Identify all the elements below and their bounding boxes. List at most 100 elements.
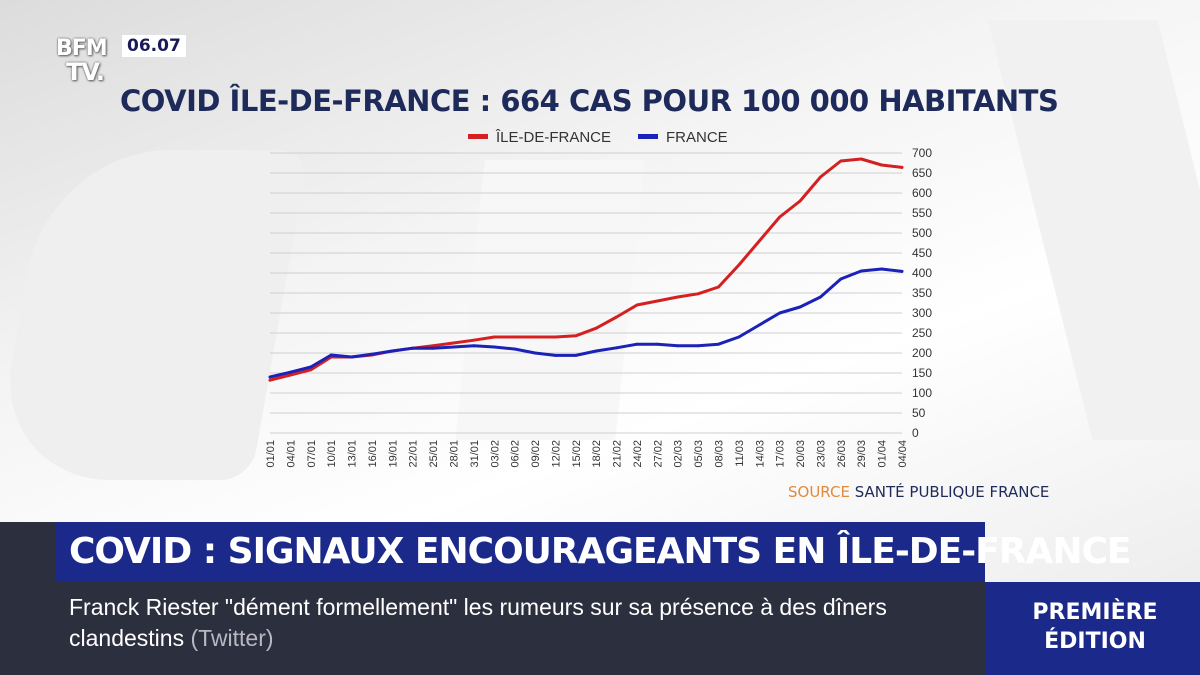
- data-point: [574, 334, 578, 338]
- data-point: [513, 335, 517, 339]
- data-point: [635, 342, 639, 346]
- data-point: [431, 344, 435, 348]
- chart-lines: [268, 157, 904, 382]
- chart-title: COVID ÎLE-DE-FRANCE : 664 CAS POUR 100 0…: [120, 84, 1059, 118]
- clock: 06.07: [122, 35, 186, 57]
- x-tick-label: 14/03: [754, 440, 766, 468]
- y-tick-label: 0: [912, 426, 919, 440]
- data-point: [839, 159, 843, 163]
- data-point: [798, 199, 802, 203]
- y-tick-label: 700: [912, 146, 932, 160]
- x-tick-label: 22/01: [408, 440, 420, 468]
- data-point: [594, 349, 598, 353]
- source-label: SOURCE: [788, 483, 850, 501]
- x-tick-label: 27/02: [652, 440, 664, 468]
- data-point: [655, 299, 659, 303]
- data-point: [737, 335, 741, 339]
- data-point: [676, 295, 680, 299]
- y-tick-label: 600: [912, 186, 932, 200]
- y-axis-ticks: 0 50 100 150 200 250 300 350 400 450 500 550 600 650 7…: [912, 146, 932, 440]
- data-point: [594, 326, 598, 330]
- x-tick-label: 19/01: [387, 440, 399, 468]
- x-tick-label: 06/02: [510, 440, 522, 468]
- data-point: [431, 346, 435, 350]
- logo-line2: TV.: [66, 58, 105, 86]
- y-tick-label: 250: [912, 326, 932, 340]
- data-point: [717, 285, 720, 289]
- data-point: [472, 344, 476, 348]
- x-tick-label: 01/04: [877, 440, 889, 468]
- data-point: [737, 263, 741, 267]
- x-tick-label: 10/01: [326, 440, 338, 468]
- x-tick-label: 05/03: [693, 440, 705, 468]
- legend-label: FRANCE: [666, 129, 728, 146]
- y-tick-label: 300: [912, 306, 932, 320]
- data-point: [839, 277, 843, 281]
- x-tick-label: 13/01: [347, 440, 359, 468]
- ticker-text: Franck Riester "dément formellement" les…: [69, 594, 887, 651]
- data-point: [778, 311, 782, 315]
- edition-line2: ÉDITION: [1044, 629, 1146, 654]
- x-tick-label: 26/03: [836, 440, 848, 468]
- x-tick-label: 12/02: [550, 440, 562, 468]
- channel-logo: BFM TV.: [56, 36, 120, 88]
- y-tick-label: 550: [912, 206, 932, 220]
- x-tick-label: 09/02: [530, 440, 542, 468]
- data-point: [452, 341, 455, 345]
- x-tick-label: 24/02: [632, 440, 644, 468]
- news-ticker: Franck Riester "dément formellement" les…: [55, 582, 985, 675]
- data-point: [350, 355, 353, 359]
- x-axis-ticks: 01/01 04/01 07/01 10/01 13/01 16/01 19/01 22/01…: [265, 440, 909, 468]
- data-point: [411, 346, 415, 350]
- legend-label: ÎLE-DE-FRANCE: [495, 129, 611, 146]
- x-tick-label: 17/03: [775, 440, 787, 468]
- x-tick-label: 01/01: [265, 440, 277, 468]
- data-point: [655, 342, 659, 346]
- data-point: [615, 315, 618, 319]
- data-point: [757, 239, 761, 243]
- data-point: [859, 269, 863, 273]
- y-tick-label: 100: [912, 386, 932, 400]
- y-tick-label: 50: [912, 406, 926, 420]
- x-tick-label: 20/03: [795, 440, 807, 468]
- legend-swatch: [638, 134, 658, 139]
- data-point: [472, 338, 476, 342]
- data-point: [819, 175, 822, 179]
- data-point: [492, 335, 496, 339]
- data-point: [859, 157, 863, 161]
- x-tick-label: 16/01: [367, 440, 379, 468]
- data-point: [309, 368, 313, 372]
- source-name: SANTÉ PUBLIQUE FRANCE: [854, 483, 1050, 501]
- data-point: [676, 344, 680, 348]
- data-point: [696, 344, 700, 348]
- data-point: [880, 163, 884, 167]
- ticker-left-strip: [0, 522, 55, 675]
- x-tick-label: 23/03: [815, 440, 827, 468]
- x-tick-label: 02/03: [673, 440, 685, 468]
- data-point: [554, 354, 557, 357]
- data-point: [554, 335, 557, 339]
- y-tick-label: 650: [912, 166, 932, 180]
- headline-banner: COVID : SIGNAUX ENCOURAGEANTS EN ÎLE-DE-…: [55, 522, 1132, 582]
- data-point: [533, 351, 537, 355]
- x-tick-label: 21/02: [612, 440, 624, 468]
- series-line-ile-de-france: [268, 157, 904, 382]
- line-chart: 0 50 100 150 200 250 300 350 400 450 500 550 600 650 7…: [265, 129, 932, 468]
- data-point: [574, 354, 578, 357]
- data-point: [778, 215, 782, 219]
- data-point: [268, 375, 272, 379]
- data-point: [288, 373, 292, 377]
- data-point: [288, 370, 292, 374]
- edition-line1: PREMIÈRE: [1032, 600, 1158, 625]
- data-point: [492, 345, 496, 349]
- y-tick-label: 350: [912, 286, 932, 300]
- ticker-source: (Twitter): [190, 625, 274, 651]
- x-tick-label: 11/03: [734, 440, 746, 467]
- data-point: [452, 345, 455, 349]
- data-point: [615, 346, 618, 350]
- y-tick-label: 200: [912, 346, 932, 360]
- x-tick-label: 08/03: [714, 440, 726, 468]
- legend-swatch: [468, 134, 488, 139]
- x-tick-label: 18/02: [591, 440, 603, 468]
- chart-legend: ÎLE-DE-FRANCE FRANCE: [468, 129, 728, 146]
